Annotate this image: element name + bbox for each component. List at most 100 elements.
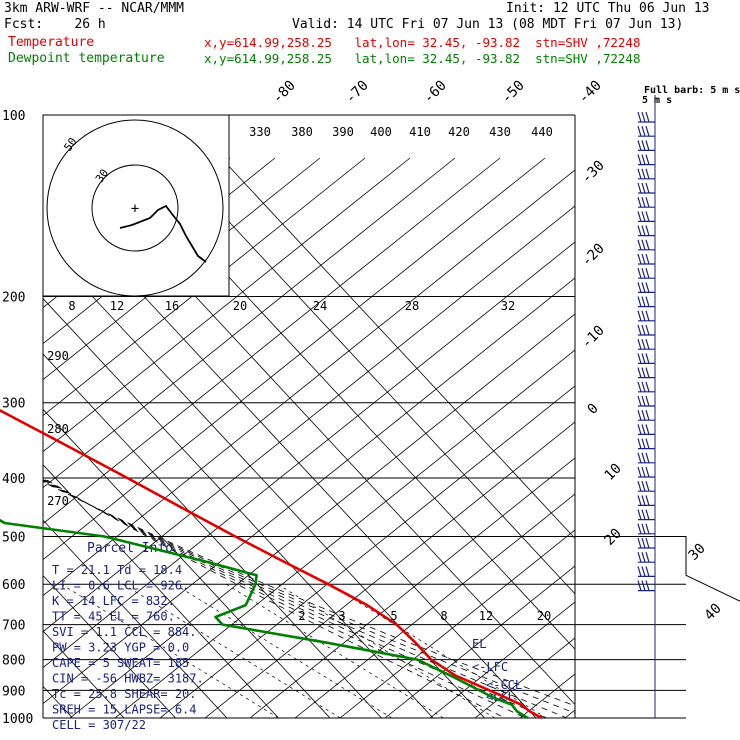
dry-adiabat bbox=[610, 158, 740, 718]
pressure-label: 400 bbox=[2, 472, 25, 487]
wind-barb bbox=[637, 253, 655, 265]
parcel-info-row: SVI = 1.1 CCL = 884. bbox=[52, 625, 197, 639]
theta-left-label: 270 bbox=[47, 494, 69, 508]
mixing-ratio-low-label: 20 bbox=[537, 609, 551, 623]
dewpoint-trace bbox=[0, 518, 529, 720]
isotherm-label: -60 bbox=[421, 78, 450, 107]
parcel-level-marker: <-CCL bbox=[486, 678, 522, 692]
isotherm-line bbox=[0, 115, 33, 731]
theta-label: 430 bbox=[489, 125, 511, 139]
wind-barb bbox=[637, 126, 655, 137]
isotherm-line bbox=[43, 519, 228, 718]
mixing-ratio-line bbox=[61, 583, 279, 718]
dry-adiabat bbox=[43, 157, 546, 561]
mixing-ratio-low-label: 12 bbox=[479, 609, 493, 623]
mixing-ratio-label: 32 bbox=[501, 299, 515, 313]
wind-barb bbox=[637, 381, 655, 393]
hodograph-center: + bbox=[131, 201, 139, 217]
wind-barb bbox=[637, 452, 655, 464]
isotherm-label: -30 bbox=[579, 158, 608, 187]
wind-barb bbox=[637, 310, 655, 322]
dry-adiabat bbox=[474, 637, 575, 718]
wind-barb bbox=[637, 168, 655, 180]
isotherm-label: 10 bbox=[602, 461, 625, 484]
mixing-ratio-label: 12 bbox=[110, 299, 124, 313]
valid-time: Valid: 14 UTC Fri 07 Jun 13 (08 MDT Fri … bbox=[292, 17, 684, 32]
init-time: Init: 12 UTC Thu 06 Jun 13 bbox=[506, 1, 710, 16]
dry-adiabat bbox=[429, 601, 575, 718]
dry-adiabat bbox=[43, 157, 501, 525]
hodograph: 50 30 + bbox=[42, 114, 230, 297]
wind-barb bbox=[637, 367, 655, 379]
barb-legend-units: 5 m s bbox=[642, 95, 672, 106]
parcel-info-title: Parcel Info bbox=[87, 541, 173, 556]
parcel-info-row: PW = 3.23 YGP = 0.0 bbox=[52, 641, 189, 655]
isotherm-label: -20 bbox=[579, 241, 608, 270]
temperature-location: x,y=614.99,258.25 lat,lon= 32.45, -93.82… bbox=[204, 35, 641, 50]
dry-adiabat bbox=[655, 158, 740, 718]
dry-adiabat bbox=[564, 709, 575, 718]
parcel-info-panel: Parcel Info T = 21.1 Td = 18.4 LI = 0.6 LC… bbox=[52, 541, 204, 732]
wind-barb bbox=[637, 225, 655, 237]
wind-barb bbox=[637, 268, 655, 279]
wind-barb bbox=[637, 395, 655, 407]
dry-adiabat bbox=[294, 493, 575, 718]
dry-adiabat bbox=[43, 157, 366, 417]
theta-label: 420 bbox=[448, 125, 470, 139]
parcel-info-row: CIN = -56 HWBZ= 3187. bbox=[52, 672, 204, 686]
moist-adiabat bbox=[43, 478, 527, 718]
dry-adiabat bbox=[700, 158, 740, 718]
wind-barb bbox=[637, 509, 655, 521]
wind-barb bbox=[637, 211, 655, 222]
dry-adiabat bbox=[43, 169, 575, 597]
wind-barb bbox=[637, 481, 655, 492]
isotherm-line bbox=[43, 574, 177, 718]
mixing-ratio-low-label: 5 bbox=[390, 609, 397, 623]
barb-legend: Full barb: 5 m s bbox=[644, 85, 740, 96]
parcel-level-marker: <-LFC bbox=[472, 660, 508, 674]
wind-barb bbox=[637, 353, 655, 364]
pressure-label: 300 bbox=[2, 397, 25, 412]
parcel-info-row: SREH = 15 LAPSE= 6.4 bbox=[52, 703, 197, 717]
isotherm-label: -50 bbox=[499, 78, 528, 107]
isotherm-label: 0 bbox=[585, 401, 602, 418]
pressure-label: 700 bbox=[2, 619, 25, 634]
pressure-label: 200 bbox=[2, 291, 25, 306]
wind-barb bbox=[637, 154, 655, 166]
parcel-info-row: K = 14 LFC = 832. bbox=[52, 594, 175, 608]
wind-barb bbox=[637, 495, 655, 506]
temperature-label: Temperature bbox=[8, 35, 95, 50]
dry-adiabat bbox=[43, 157, 411, 453]
wind-barb bbox=[637, 523, 655, 535]
dewpoint-location: x,y=614.99,258.25 lat,lon= 32.45, -93.82… bbox=[204, 51, 641, 66]
mixing-ratio-low-label: 3 bbox=[338, 609, 345, 623]
parcel-info-row: CAPE = 5 SWEAT= 185 bbox=[52, 656, 189, 670]
isotherm-label: -10 bbox=[579, 323, 608, 352]
wind-barb bbox=[637, 182, 655, 194]
isotherm-label: 20 bbox=[602, 526, 625, 549]
wind-barb bbox=[637, 552, 655, 563]
pressure-label: 600 bbox=[2, 578, 25, 593]
wind-barb bbox=[637, 410, 655, 421]
dry-adiabat bbox=[384, 565, 575, 718]
wind-barb bbox=[637, 537, 655, 549]
wind-barb bbox=[637, 466, 655, 478]
model-title: 3km ARW-WRF -- NCAR/MMM bbox=[4, 1, 185, 16]
mixing-ratio-line bbox=[329, 583, 547, 718]
wind-barb bbox=[637, 111, 655, 123]
theta-label: 410 bbox=[409, 125, 431, 139]
wind-barb bbox=[637, 282, 655, 293]
pressure-label: 100 bbox=[2, 109, 25, 124]
dry-adiabat bbox=[249, 457, 575, 718]
mixing-ratio-line bbox=[277, 583, 495, 718]
mixing-ratio-line bbox=[226, 583, 444, 718]
moist-adiabat bbox=[43, 481, 575, 707]
dry-adiabat bbox=[43, 157, 456, 489]
parcel-info-row: LI = 0.6 LCL = 926. bbox=[52, 579, 189, 593]
forecast-hour: Fcst: 26 h bbox=[4, 17, 106, 32]
isotherm-label: -40 bbox=[576, 78, 605, 107]
isotherm-line bbox=[180, 115, 575, 540]
theta-left-label: 290 bbox=[47, 349, 69, 363]
theta-left-label: 280 bbox=[47, 422, 69, 436]
